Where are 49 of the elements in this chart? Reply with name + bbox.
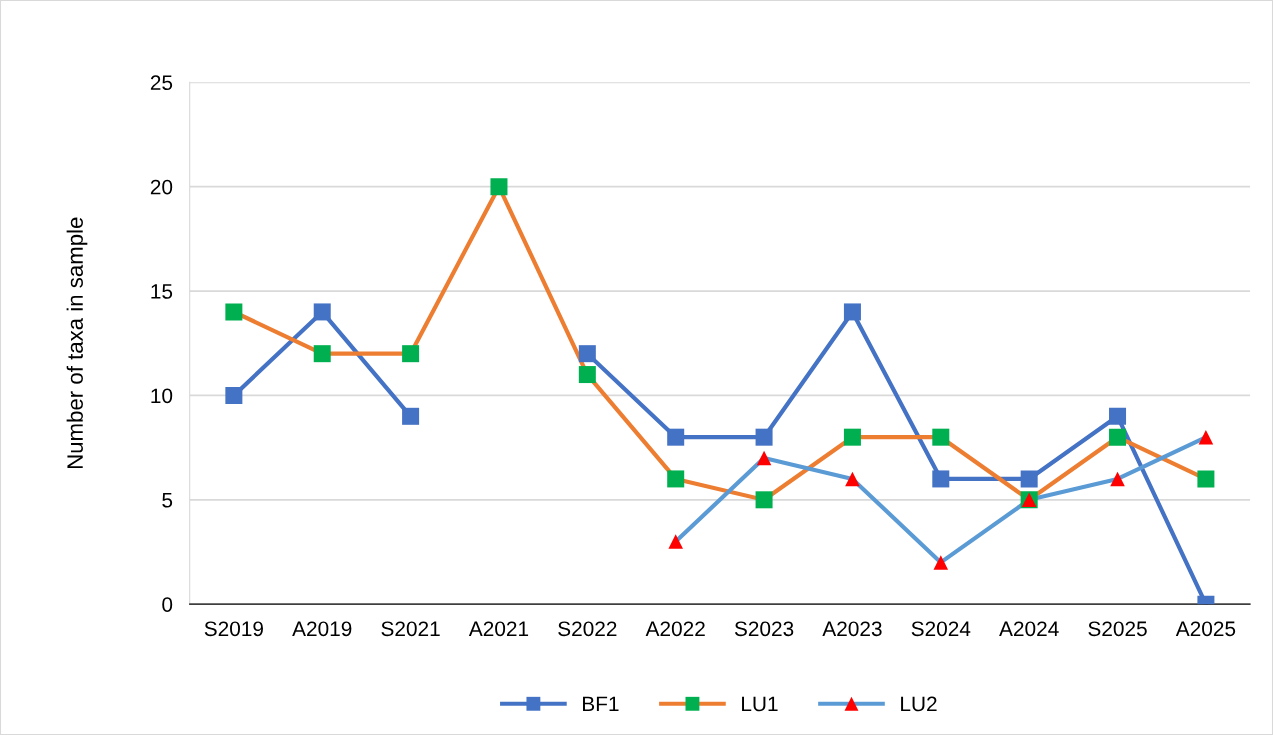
point: [843, 303, 861, 321]
y-tick-label: 10: [151, 388, 173, 404]
point: [578, 345, 596, 363]
point: [402, 407, 420, 425]
point: [845, 471, 860, 487]
point: [1109, 428, 1127, 446]
x-tick-label: A2019: [292, 621, 352, 637]
point: [1110, 471, 1125, 487]
point: [313, 303, 331, 321]
x-tick-label: S2021: [381, 621, 440, 637]
point: [755, 491, 773, 509]
x-tick-label: A2023: [822, 621, 882, 637]
point: [1109, 407, 1127, 425]
x-tick-label: A2022: [645, 621, 705, 637]
point: [578, 366, 596, 384]
point: [755, 428, 773, 446]
point: [1197, 470, 1215, 488]
legend-label: BF1: [583, 696, 619, 712]
x-tick-label: S2023: [734, 621, 794, 637]
x-tick-label: S2022: [558, 621, 617, 637]
y-axis-title: Number of taxa in sample: [66, 217, 88, 469]
x-tick-label: A2021: [468, 621, 529, 637]
legend-label: LU1: [742, 696, 778, 712]
point: [667, 428, 685, 446]
point: [490, 178, 508, 196]
y-tick-label: 0: [162, 597, 173, 612]
point: [225, 386, 243, 404]
point: [1198, 429, 1214, 445]
point: [933, 555, 949, 570]
point: [932, 470, 950, 488]
point: [313, 345, 331, 363]
point: [756, 450, 772, 466]
point: [667, 470, 685, 488]
point: [402, 345, 420, 363]
legend-label: LU2: [901, 696, 937, 712]
y-tick-label: 20: [150, 179, 173, 195]
x-tick-label: A2024: [999, 621, 1059, 637]
y-tick-label: 5: [162, 493, 173, 508]
y-tick-label: 15: [151, 284, 173, 299]
point: [1020, 470, 1038, 488]
point: [668, 534, 683, 549]
point: [225, 303, 243, 321]
y-tick-label: 25: [150, 75, 173, 91]
point: [932, 428, 950, 446]
x-tick-label: S2024: [911, 621, 971, 637]
x-tick-label: S2025: [1088, 621, 1147, 637]
x-tick-label: S2019: [204, 621, 263, 637]
x-tick-label: A2025: [1175, 621, 1236, 637]
point: [843, 428, 861, 446]
